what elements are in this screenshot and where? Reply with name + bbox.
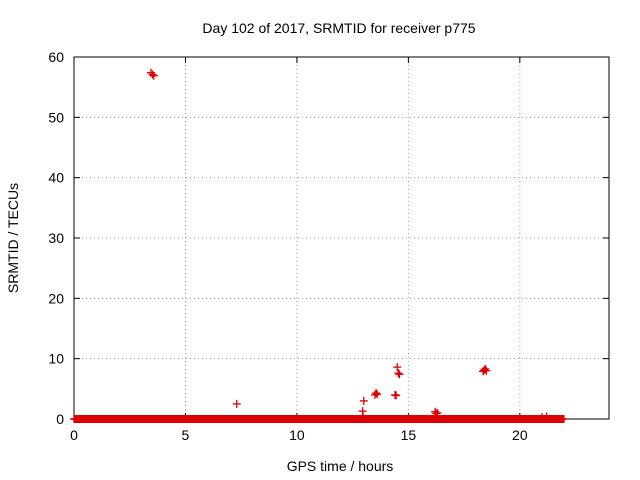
data-point bbox=[542, 412, 551, 421]
data-point bbox=[393, 363, 402, 372]
x-tick-label: 15 bbox=[401, 427, 417, 443]
data-point bbox=[359, 396, 368, 405]
x-axis-label: GPS time / hours bbox=[287, 458, 394, 474]
baseline-point bbox=[559, 415, 568, 423]
data-point bbox=[149, 71, 158, 80]
data-point bbox=[433, 408, 442, 417]
data-point bbox=[359, 412, 368, 421]
y-tick-label: 30 bbox=[48, 230, 64, 246]
y-tick-label: 0 bbox=[56, 411, 64, 427]
data-point bbox=[395, 370, 404, 379]
chart-title: Day 102 of 2017, SRMTID for receiver p77… bbox=[202, 20, 475, 36]
grid bbox=[74, 57, 609, 419]
data-point bbox=[148, 70, 157, 79]
ticks: 0 5 10 15 20 0 10 20 30 40 50 60 bbox=[48, 49, 609, 443]
x-tick-label: 0 bbox=[70, 427, 78, 443]
y-tick-label: 20 bbox=[48, 290, 64, 306]
data-point bbox=[394, 369, 403, 378]
data-point bbox=[392, 391, 401, 400]
x-tick-label: 20 bbox=[512, 427, 528, 443]
data-point bbox=[372, 389, 381, 398]
data-point bbox=[481, 364, 490, 373]
x-tick-label: 10 bbox=[289, 427, 305, 443]
data-point bbox=[482, 366, 491, 375]
y-tick-label: 10 bbox=[48, 351, 64, 367]
data-points bbox=[70, 68, 568, 423]
y-tick-label: 40 bbox=[48, 170, 64, 186]
y-tick-label: 50 bbox=[48, 109, 64, 125]
y-tick-label: 60 bbox=[48, 49, 64, 65]
data-point bbox=[373, 390, 382, 399]
y-axis-label: SRMTID / TECUs bbox=[5, 183, 21, 293]
data-point bbox=[232, 399, 241, 408]
x-tick-label: 5 bbox=[182, 427, 190, 443]
